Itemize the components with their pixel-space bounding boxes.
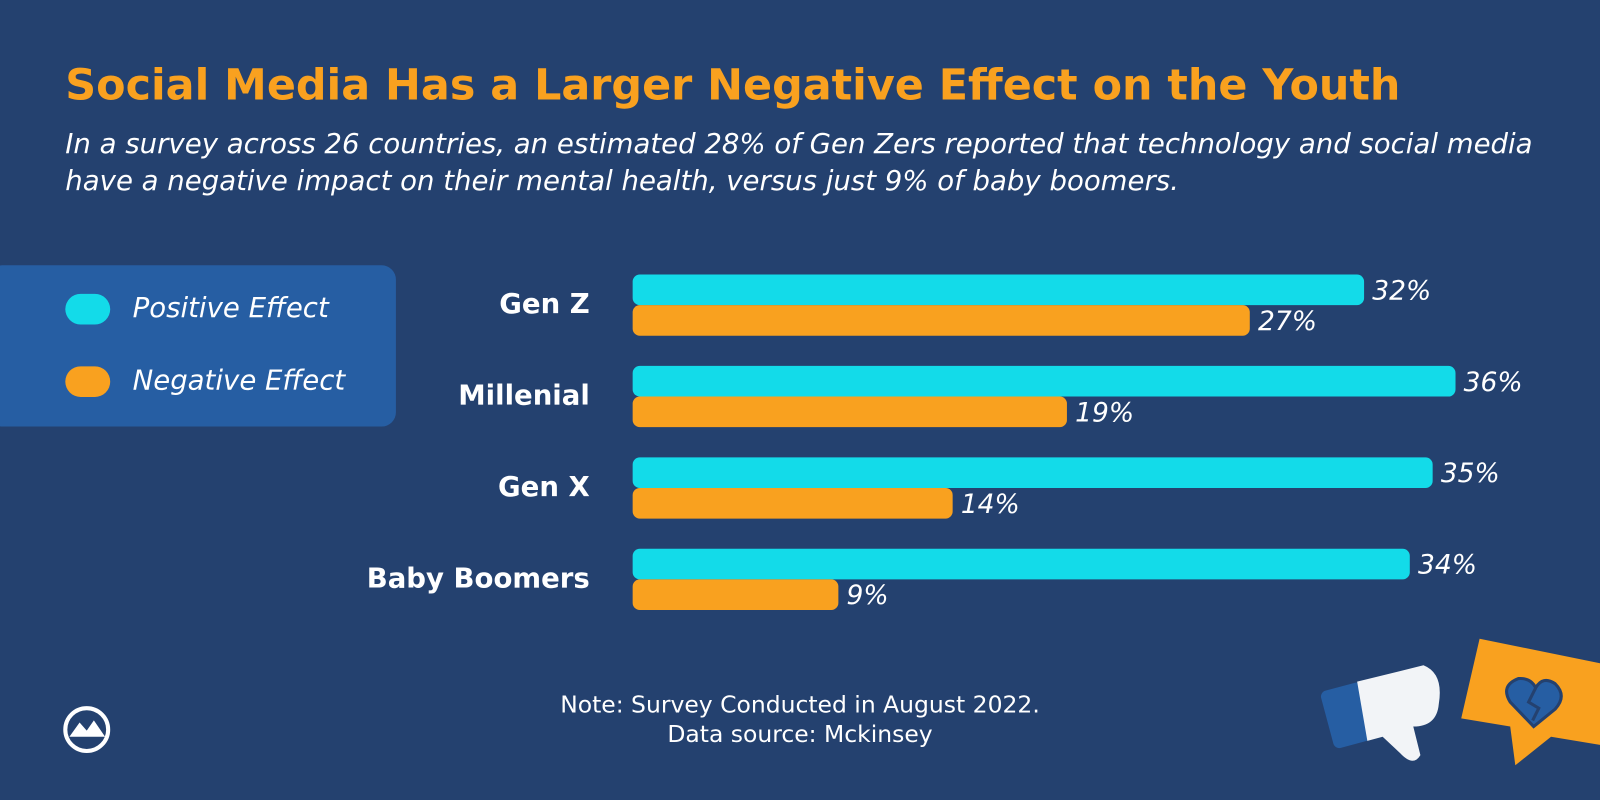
chart-subtitle: In a survey across 26 countries, an esti… (65, 128, 1533, 197)
category-label: Millenial (458, 380, 590, 412)
category-label: Gen X (498, 471, 590, 503)
bar (632, 365, 1456, 397)
chart-title: Social Media Has a Larger Negative Effec… (65, 60, 1400, 110)
bar (632, 457, 1433, 488)
category-label: Baby Boomers (367, 562, 590, 594)
value-label: 14% (961, 489, 1020, 520)
note: Note: Survey Conducted in August 2022. (560, 691, 1040, 719)
bar (632, 274, 1365, 306)
bar (632, 487, 953, 519)
thumbs-down-icon (1320, 665, 1440, 761)
legend-swatch (65, 293, 111, 325)
bar (632, 305, 1250, 336)
legend-swatch (65, 366, 111, 397)
value-label: 35% (1441, 458, 1500, 489)
bar (632, 396, 1067, 428)
legend-box (0, 265, 396, 427)
value-label: 27% (1258, 306, 1317, 337)
broken-heart-icon (1461, 638, 1600, 766)
logo (63, 706, 111, 754)
legend-label: Positive Effect (133, 292, 330, 324)
value-label: 19% (1075, 397, 1134, 428)
category-label: Gen Z (499, 288, 589, 320)
source: Data source: Mckinsey (667, 720, 932, 748)
value-label: 32% (1372, 275, 1431, 306)
value-label: 34% (1418, 550, 1477, 581)
bar (632, 548, 1410, 580)
bar (632, 579, 839, 610)
legend-label: Negative Effect (133, 365, 347, 397)
subtitle-box: In a survey across 26 countries, an esti… (65, 128, 1533, 197)
value-label: 36% (1464, 367, 1523, 398)
value-label: 9% (847, 580, 889, 611)
